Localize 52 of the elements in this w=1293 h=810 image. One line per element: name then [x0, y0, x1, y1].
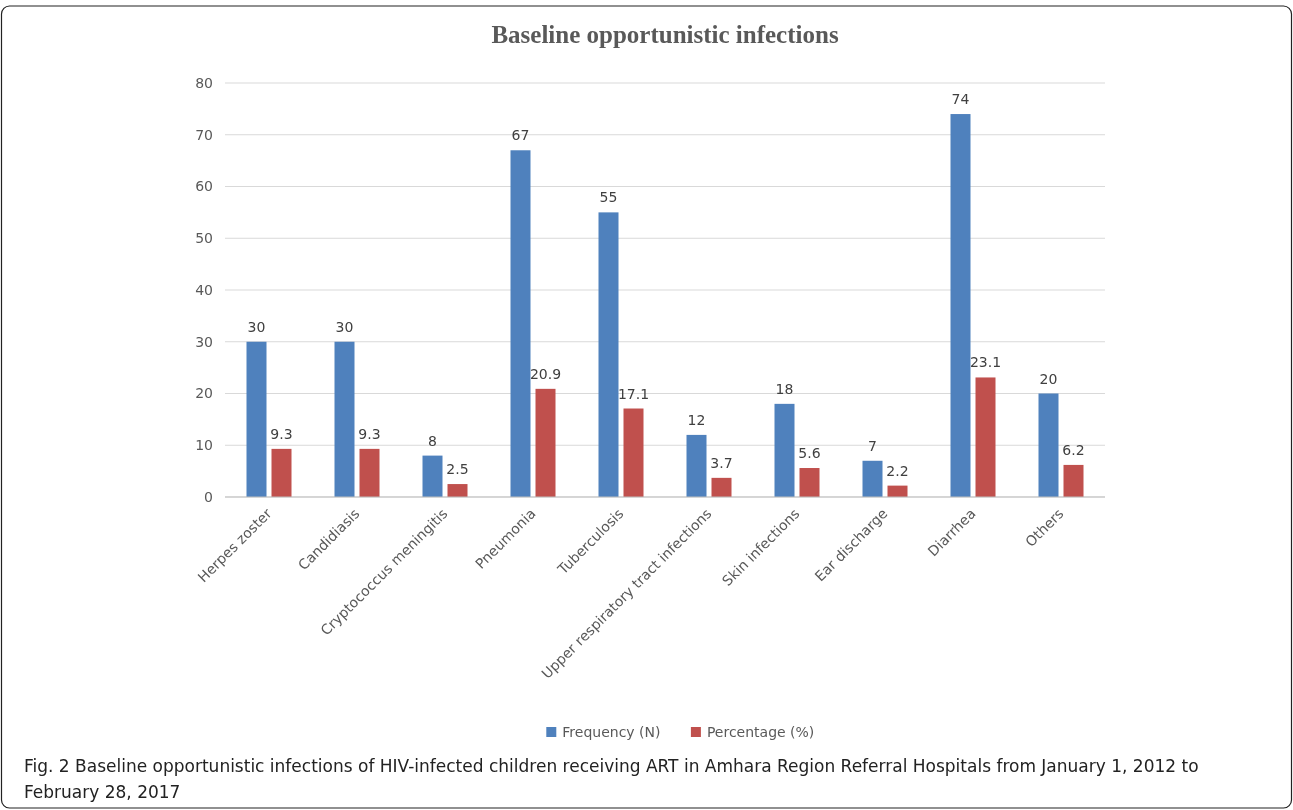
y-tick-label: 50 [195, 230, 213, 247]
bar [510, 150, 531, 497]
legend-label: Frequency (N) [562, 723, 661, 740]
y-tick-label: 0 [204, 488, 213, 505]
bar [246, 341, 267, 497]
data-label: 12 [687, 411, 706, 428]
bar [598, 212, 619, 497]
chart-title: Baseline opportunistic infections [491, 21, 839, 48]
bar [799, 468, 820, 497]
bar [447, 484, 468, 497]
data-label: 2.5 [446, 461, 469, 478]
data-label: 9.3 [358, 425, 381, 442]
bar [334, 341, 355, 497]
data-label: 6.2 [1062, 441, 1085, 458]
data-label: 30 [247, 318, 266, 335]
bar [1038, 393, 1059, 497]
bar [623, 408, 644, 497]
data-label: 2.2 [886, 462, 909, 479]
bar [950, 114, 971, 497]
y-tick-label: 20 [195, 385, 213, 402]
data-label: 74 [951, 91, 970, 108]
bar [422, 455, 443, 497]
y-tick-label: 80 [195, 74, 213, 91]
data-label: 9.3 [270, 425, 293, 442]
data-label: 5.6 [798, 445, 821, 462]
bar [1063, 464, 1084, 497]
y-tick-label: 60 [195, 178, 213, 195]
data-label: 55 [599, 189, 618, 206]
bar [359, 448, 380, 497]
bar [862, 460, 883, 497]
caption: Fig. 2 Baseline opportunistic infections of HIV-infected children receiving ART in Amhara Region Referral Hospitals from January 1, 2012 to February 28, 2017 [24, 756, 1199, 802]
y-tick-label: 70 [195, 126, 213, 143]
data-label: 7 [868, 437, 877, 454]
data-label: 20 [1039, 370, 1058, 387]
bar [271, 448, 292, 497]
bar [535, 388, 556, 497]
data-label: 20.9 [529, 365, 562, 382]
data-label: 67 [511, 127, 530, 144]
y-tick-label: 40 [195, 281, 213, 298]
data-label: 17.1 [617, 385, 650, 402]
data-label: 30 [335, 318, 354, 335]
bar [975, 377, 996, 497]
legend-label: Percentage (%) [706, 723, 815, 740]
data-label: 18 [775, 380, 794, 397]
y-tick-label: 10 [195, 437, 213, 454]
bar [686, 434, 707, 497]
y-tick-label: 30 [195, 333, 213, 350]
data-label: 8 [428, 432, 437, 449]
data-label: 3.7 [710, 454, 733, 471]
bar [711, 477, 732, 497]
bar [774, 403, 795, 497]
data-label: 23.1 [969, 354, 1002, 371]
